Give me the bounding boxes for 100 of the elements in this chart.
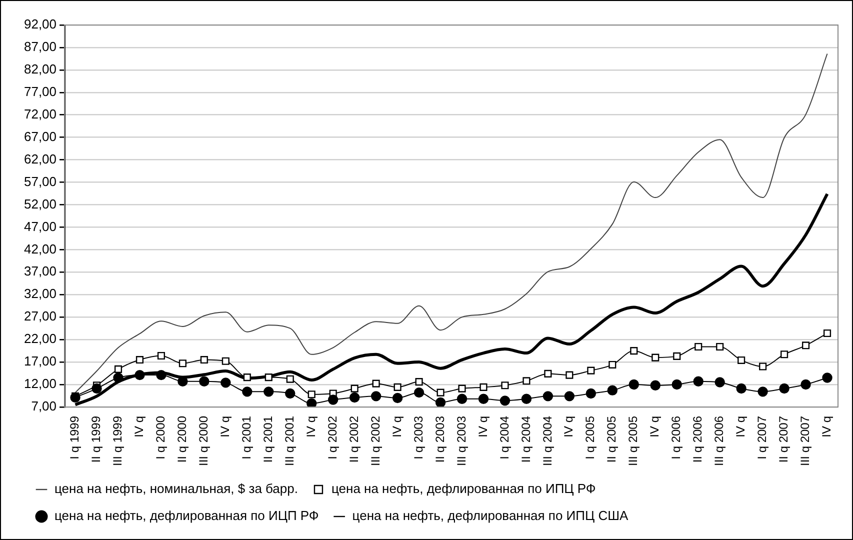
point	[156, 370, 166, 380]
x-tick-label: IV q	[132, 416, 146, 438]
point	[458, 384, 466, 392]
x-tick-label: II q 2007	[776, 416, 791, 463]
point	[779, 383, 790, 394]
point	[372, 380, 380, 388]
point	[736, 383, 746, 394]
point	[222, 357, 230, 365]
line-series	[74, 192, 829, 406]
point	[199, 376, 210, 386]
x-tick-label: III q 2007	[798, 416, 812, 466]
point	[200, 356, 208, 364]
point	[694, 342, 702, 351]
y-tick-label: 27,00	[24, 308, 57, 324]
point	[436, 388, 444, 396]
x-tick-label: I q 2006	[669, 416, 684, 460]
legend-label: цена на нефть, дефлированная по ИЦП РФ	[54, 508, 319, 524]
point	[306, 398, 317, 407]
point	[652, 354, 660, 362]
y-tick-label: 47,00	[24, 218, 57, 234]
x-tick-label: IV q	[820, 416, 834, 438]
point	[738, 356, 746, 364]
y-tick-label: 92,00	[24, 16, 57, 32]
point	[113, 372, 124, 383]
point	[157, 352, 165, 360]
x-tick-label: II q 2005	[604, 416, 619, 463]
y-tick-label: 82,00	[24, 62, 57, 77]
x-tick-label: III q 2004	[540, 416, 554, 466]
x-tick-label: II q 1999	[89, 416, 104, 463]
y-tick-label: 52,00	[24, 196, 57, 212]
point	[716, 342, 724, 351]
point	[242, 386, 252, 397]
x-tick-label: III q 2000	[196, 416, 210, 466]
x-tick-label: IV q	[734, 416, 748, 438]
point	[566, 371, 574, 379]
point	[542, 391, 554, 402]
y-tick-label: 42,00	[24, 241, 57, 256]
point	[370, 391, 382, 402]
y-tick-label: 87,00	[24, 39, 57, 54]
y-tick-label: 77,00	[24, 84, 57, 99]
x-tick-label: I q 2002	[325, 416, 340, 460]
x-tick-label: II q 2001	[260, 416, 275, 463]
y-tick-label: 22,00	[24, 331, 57, 346]
point	[220, 378, 231, 388]
point	[780, 350, 788, 358]
x-tick-label: I q 2007	[755, 416, 770, 460]
point	[587, 366, 595, 374]
y-tick-label: 17,00	[24, 354, 57, 369]
x-tick-label: IV q	[304, 416, 318, 438]
point	[70, 392, 80, 403]
point	[628, 379, 639, 390]
point	[328, 394, 338, 405]
point	[500, 396, 510, 406]
x-tick-label: II q 2003	[432, 416, 447, 463]
y-tick-label: 57,00	[24, 174, 57, 189]
x-tick-label: II q 2002	[346, 416, 361, 463]
point	[264, 374, 272, 382]
y-tick-label: 37,00	[24, 264, 57, 279]
y-tick-label: 32,00	[24, 286, 57, 302]
point	[800, 379, 811, 390]
point	[349, 392, 360, 403]
legend-label: цена на нефть, дефлированная по ИПЦ США	[352, 508, 629, 524]
y-tick-label: 7,00	[31, 398, 57, 414]
x-tick-label: III q 2005	[626, 416, 640, 466]
x-tick-label: IV q	[218, 416, 232, 438]
point	[672, 379, 682, 390]
x-tick-label: II q 2006	[690, 416, 705, 463]
point	[544, 370, 552, 378]
point	[350, 384, 358, 392]
y-tick-label: 72,00	[24, 106, 57, 122]
point	[650, 380, 660, 390]
point	[501, 382, 509, 390]
point	[285, 388, 296, 399]
point	[394, 383, 402, 391]
x-tick-label: IV q	[390, 416, 404, 438]
point	[136, 356, 144, 364]
x-tick-label: I q 2004	[497, 416, 512, 460]
point	[759, 362, 767, 370]
point	[243, 374, 251, 382]
point	[630, 347, 638, 355]
point	[308, 390, 316, 398]
point	[521, 394, 532, 404]
point	[134, 370, 145, 380]
point	[802, 342, 810, 350]
point	[607, 385, 618, 396]
point	[480, 383, 488, 391]
point	[693, 376, 704, 386]
point	[758, 386, 768, 397]
point	[178, 360, 186, 368]
x-tick-label: II q 2000	[175, 416, 190, 463]
point	[92, 383, 102, 394]
point	[415, 378, 423, 386]
x-tick-label: III q 2003	[454, 416, 468, 466]
point	[823, 329, 832, 338]
x-tick-label: IV q	[562, 416, 576, 438]
x-tick-label: III q 1999	[110, 416, 125, 466]
x-tick-label: III q 2001	[282, 416, 296, 466]
point	[714, 377, 725, 388]
legend-label: цена на нефть, номинальная, $ за барр.	[54, 481, 298, 496]
point	[392, 392, 403, 404]
